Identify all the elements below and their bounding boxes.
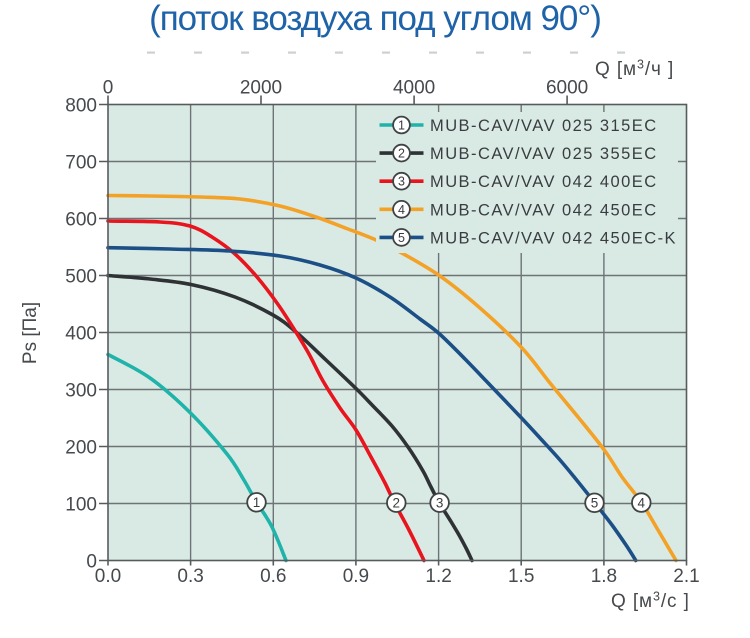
- svg-text:MUB-CAV/VAV 042 400EC: MUB-CAV/VAV 042 400EC: [430, 173, 658, 191]
- svg-text:MUB-CAV/VAV 025 315EC: MUB-CAV/VAV 025 315EC: [430, 117, 658, 135]
- svg-text:2.1: 2.1: [673, 566, 699, 587]
- svg-text:4: 4: [398, 203, 405, 217]
- svg-text:5: 5: [398, 231, 405, 245]
- svg-text:4: 4: [638, 496, 646, 511]
- svg-text:100: 100: [65, 495, 97, 516]
- svg-text:3: 3: [398, 175, 405, 189]
- svg-text:4000: 4000: [393, 78, 435, 99]
- svg-text:0.0: 0.0: [95, 566, 121, 587]
- svg-text:2: 2: [393, 496, 401, 511]
- svg-text:1: 1: [253, 495, 261, 510]
- svg-text:0.6: 0.6: [260, 566, 286, 587]
- svg-text:Q [м3/ч ]: Q [м3/ч ]: [595, 58, 674, 81]
- svg-text:Q [м3/с ]: Q [м3/с ]: [611, 590, 690, 613]
- svg-text:200: 200: [65, 438, 97, 459]
- svg-text:0: 0: [103, 78, 114, 99]
- svg-text:3: 3: [436, 496, 444, 511]
- svg-text:MUB-CAV/VAV 025 355EC: MUB-CAV/VAV 025 355EC: [430, 145, 658, 163]
- svg-text:Ps [Па]: Ps [Па]: [20, 302, 41, 364]
- svg-text:0.3: 0.3: [177, 566, 203, 587]
- svg-text:1.8: 1.8: [591, 566, 617, 587]
- svg-text:6000: 6000: [546, 78, 588, 99]
- svg-text:400: 400: [65, 324, 97, 345]
- svg-text:5: 5: [591, 496, 599, 511]
- svg-text:800: 800: [65, 96, 97, 117]
- svg-text:700: 700: [65, 153, 97, 174]
- svg-text:600: 600: [65, 210, 97, 231]
- svg-text:MUB-CAV/VAV 042 450EC-K: MUB-CAV/VAV 042 450EC-K: [430, 229, 677, 247]
- svg-text:2: 2: [398, 147, 405, 161]
- svg-text:1.2: 1.2: [425, 566, 451, 587]
- svg-text:MUB-CAV/VAV 042 450EC: MUB-CAV/VAV 042 450EC: [430, 201, 658, 219]
- svg-text:1: 1: [398, 119, 405, 133]
- svg-text:500: 500: [65, 267, 97, 288]
- svg-text:300: 300: [65, 381, 97, 402]
- svg-text:0: 0: [86, 552, 97, 573]
- svg-text:0.9: 0.9: [343, 566, 369, 587]
- svg-text:1.5: 1.5: [508, 566, 534, 587]
- svg-text:2000: 2000: [240, 78, 282, 99]
